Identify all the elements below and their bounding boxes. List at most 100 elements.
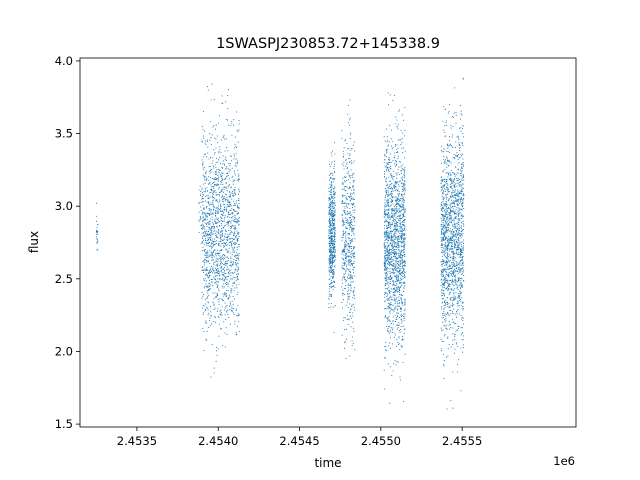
data-point	[442, 284, 444, 286]
data-point	[395, 260, 397, 262]
data-point	[201, 266, 203, 268]
data-point	[383, 266, 386, 268]
data-point	[395, 286, 397, 288]
data-point	[216, 354, 218, 357]
data-point	[213, 276, 215, 278]
data-point	[228, 305, 230, 307]
data-point	[204, 285, 206, 288]
data-point	[349, 99, 351, 101]
data-point	[455, 236, 457, 238]
data-point	[220, 256, 222, 258]
data-point	[214, 183, 216, 186]
data-point	[396, 119, 398, 121]
data-point	[238, 120, 240, 122]
data-point	[213, 149, 215, 151]
data-point	[443, 285, 445, 287]
data-point	[222, 293, 224, 295]
data-point	[228, 163, 230, 165]
data-point	[398, 202, 400, 204]
data-point	[396, 152, 398, 154]
data-point	[221, 194, 223, 196]
data-point	[403, 318, 405, 320]
data-point	[341, 201, 343, 203]
data-point	[450, 233, 452, 235]
data-point	[402, 229, 404, 231]
data-point	[214, 151, 216, 154]
data-point	[390, 304, 392, 306]
data-point	[345, 256, 347, 259]
data-point	[238, 314, 240, 316]
data-point	[237, 313, 239, 315]
data-point	[200, 190, 202, 193]
data-point	[223, 267, 226, 269]
data-point	[395, 200, 397, 202]
data-point	[215, 257, 217, 259]
data-point	[231, 310, 233, 312]
data-point	[399, 269, 402, 271]
data-point	[449, 221, 451, 223]
data-point	[230, 278, 232, 280]
data-point	[225, 310, 227, 312]
data-point	[387, 281, 389, 283]
data-point	[236, 111, 238, 113]
data-point	[342, 257, 344, 259]
data-point	[214, 292, 216, 294]
data-point	[391, 211, 393, 213]
data-point	[390, 290, 392, 292]
data-point	[203, 130, 206, 132]
data-point	[331, 239, 333, 241]
data-point	[237, 206, 239, 209]
data-point	[232, 276, 234, 278]
data-point	[391, 196, 393, 198]
data-point	[451, 264, 453, 266]
data-point	[390, 275, 392, 277]
data-point	[227, 221, 229, 223]
data-point	[391, 176, 393, 178]
data-point	[238, 123, 240, 125]
data-point	[217, 222, 219, 224]
data-point	[389, 223, 391, 225]
data-point	[204, 140, 206, 142]
data-point	[385, 265, 387, 267]
data-point	[455, 215, 457, 217]
data-point	[388, 276, 390, 278]
data-point	[441, 261, 443, 263]
data-point	[397, 202, 399, 204]
data-point	[402, 234, 404, 236]
data-point	[212, 186, 214, 188]
data-point	[209, 204, 211, 206]
data-point	[221, 233, 223, 235]
data-point	[213, 264, 215, 266]
data-point	[226, 333, 228, 335]
data-point	[211, 168, 213, 171]
data-point	[395, 232, 397, 234]
data-point	[230, 304, 232, 306]
data-point	[400, 278, 402, 280]
data-point	[236, 240, 238, 242]
data-point	[443, 235, 445, 237]
data-point	[213, 185, 215, 188]
data-point	[203, 207, 205, 209]
data-point	[394, 214, 396, 216]
data-point	[343, 319, 345, 321]
data-point	[329, 222, 331, 224]
data-point	[442, 207, 444, 209]
data-point	[220, 223, 222, 225]
data-point	[387, 330, 389, 332]
data-point	[443, 290, 445, 292]
data-point	[440, 217, 442, 219]
data-point	[331, 187, 333, 189]
data-point	[230, 269, 232, 271]
data-point	[456, 254, 459, 256]
data-point	[225, 194, 228, 196]
data-point	[206, 195, 208, 197]
data-point	[231, 219, 233, 221]
data-point	[342, 292, 344, 294]
data-point	[213, 241, 215, 243]
data-point	[398, 200, 400, 202]
data-point	[212, 233, 214, 235]
data-point	[454, 287, 456, 290]
data-point	[397, 247, 399, 249]
data-point	[393, 268, 395, 270]
data-point	[226, 216, 228, 218]
